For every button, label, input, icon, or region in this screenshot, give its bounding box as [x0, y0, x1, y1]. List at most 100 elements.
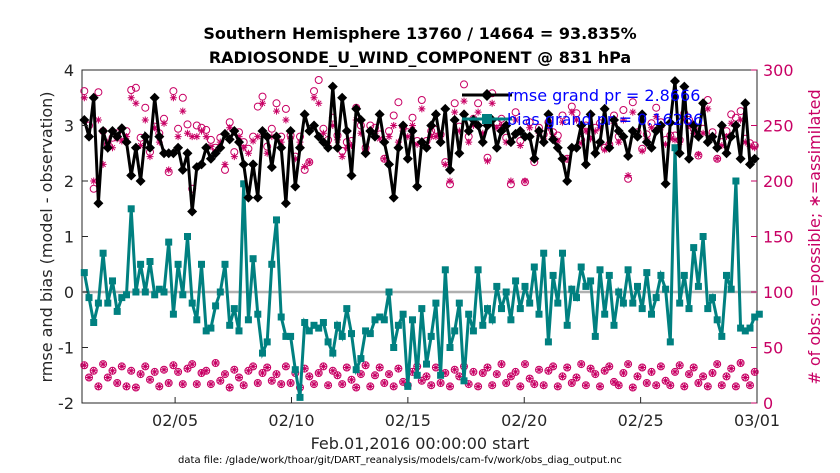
y-tick-label: 1 — [64, 228, 74, 247]
rmse-point — [562, 176, 573, 186]
obs-assimilated-marker — [132, 383, 140, 391]
rmse-point — [266, 162, 277, 173]
obs-assimilated-marker — [277, 138, 285, 146]
obs-possible-marker — [281, 104, 290, 113]
bias-point — [652, 294, 660, 302]
rmse-point — [224, 134, 235, 145]
y-right-tick-label: 50 — [763, 339, 783, 358]
bias-point — [676, 299, 684, 307]
obs-assimilated-marker — [357, 370, 365, 378]
obs-assimilated-marker — [305, 372, 313, 380]
rmse-point — [651, 126, 662, 137]
bias-point — [709, 294, 716, 302]
obs-assimilated-marker — [174, 368, 182, 376]
bias-point — [540, 249, 548, 257]
obs-assimilated-marker — [432, 363, 440, 371]
bias-point — [427, 332, 435, 340]
bias-point — [544, 338, 552, 346]
obs-assimilated-marker — [329, 122, 337, 129]
y-right-tick-label: 200 — [763, 172, 794, 191]
bias-point — [362, 327, 370, 335]
obs-assimilated-marker — [216, 138, 224, 146]
x-axis-label: Feb.01,2016 00:00:00 start — [311, 434, 530, 453]
obs-assimilated-marker — [151, 124, 159, 132]
x-tick-label: 02/25 — [618, 411, 664, 430]
obs-assimilated-marker — [596, 382, 604, 390]
obs-assimilated-marker — [188, 133, 196, 141]
rmse-point — [121, 137, 132, 148]
bias-point — [85, 294, 93, 302]
obs-assimilated-marker — [455, 127, 463, 135]
rmse-point — [323, 142, 334, 153]
bias-point — [305, 327, 313, 335]
obs-assimilated-marker — [423, 372, 431, 380]
rmse-point — [576, 120, 587, 131]
rmse-point — [637, 109, 648, 120]
chart-title-line2: RADIOSONDE_U_WIND_COMPONENT @ 831 hPa — [209, 48, 631, 67]
x-tick-label: 02/20 — [501, 411, 547, 430]
rmse-point — [351, 103, 362, 114]
rmse-point — [459, 109, 470, 120]
rmse-point — [149, 92, 160, 103]
bias-point — [437, 371, 445, 379]
obs-assimilated-marker — [441, 160, 449, 168]
obs-assimilated-marker — [329, 367, 337, 375]
bias-point — [221, 260, 229, 268]
rmse-point — [735, 153, 746, 164]
obs-assimilated-marker — [310, 94, 318, 102]
rmse-point — [135, 176, 146, 186]
obs-possible-marker — [183, 120, 192, 129]
y-right-tick-label: 100 — [763, 283, 794, 302]
obs-assimilated-marker — [244, 149, 252, 157]
obs-assimilated-marker — [165, 379, 173, 387]
obs-assimilated-marker — [516, 141, 524, 149]
obs-assimilated-marker — [610, 378, 618, 386]
bias-point — [123, 291, 130, 299]
obs-assimilated-marker — [362, 361, 370, 369]
rmse-point — [571, 142, 582, 153]
obs-assimilated-marker — [155, 382, 163, 390]
rmse-point — [346, 170, 357, 181]
chart-axes: -2 -1 0 1 2 3 4 0 50 100 150 200 250 300 02/05 02/10 02/… — [58, 61, 794, 430]
obs-possible-marker — [127, 86, 136, 94]
rmse-point — [144, 142, 155, 153]
bias-point — [455, 299, 463, 307]
obs-assimilated-marker — [118, 137, 126, 145]
obs-assimilated-marker — [348, 141, 356, 149]
bias-point — [338, 332, 346, 340]
bias-point — [685, 305, 693, 313]
bias-point — [254, 310, 262, 318]
y-tick-label: 2 — [64, 172, 74, 191]
obs-assimilated-marker — [704, 382, 712, 390]
rmse-point — [219, 128, 230, 139]
obs-assimilated-marker — [741, 138, 749, 146]
obs-assimilated-marker — [446, 177, 454, 185]
rmse-point — [674, 148, 685, 159]
obs-assimilated-marker — [183, 365, 191, 373]
bias-point — [380, 316, 388, 324]
bias-point — [413, 371, 421, 379]
rmse-point — [590, 148, 601, 159]
obs-assimilated-marker — [704, 105, 712, 113]
obs-assimilated-marker — [380, 379, 388, 387]
obs-assimilated-marker — [680, 382, 688, 390]
rmse-point — [548, 134, 559, 145]
obs-assimilated-marker — [104, 373, 112, 381]
bias-point — [296, 393, 304, 401]
obs-assimilated-marker — [226, 124, 234, 132]
rmse-point — [402, 153, 413, 164]
x-tick-label: 03/01 — [734, 411, 780, 430]
y-axis-label: rmse and bias (model - observation) — [37, 91, 56, 382]
obs-assimilated-marker — [619, 116, 627, 124]
obs-assimilated-marker — [366, 382, 374, 390]
obs-assimilated-marker — [446, 382, 454, 390]
bias-point — [680, 271, 688, 279]
obs-assimilated-marker — [132, 99, 140, 107]
bias-point — [418, 305, 426, 313]
bias-point — [319, 319, 327, 326]
bias-point — [169, 310, 177, 318]
bias-point — [329, 349, 337, 357]
obs-assimilated-marker — [502, 379, 510, 387]
rmse-point — [187, 206, 198, 217]
bias-point — [184, 233, 191, 240]
